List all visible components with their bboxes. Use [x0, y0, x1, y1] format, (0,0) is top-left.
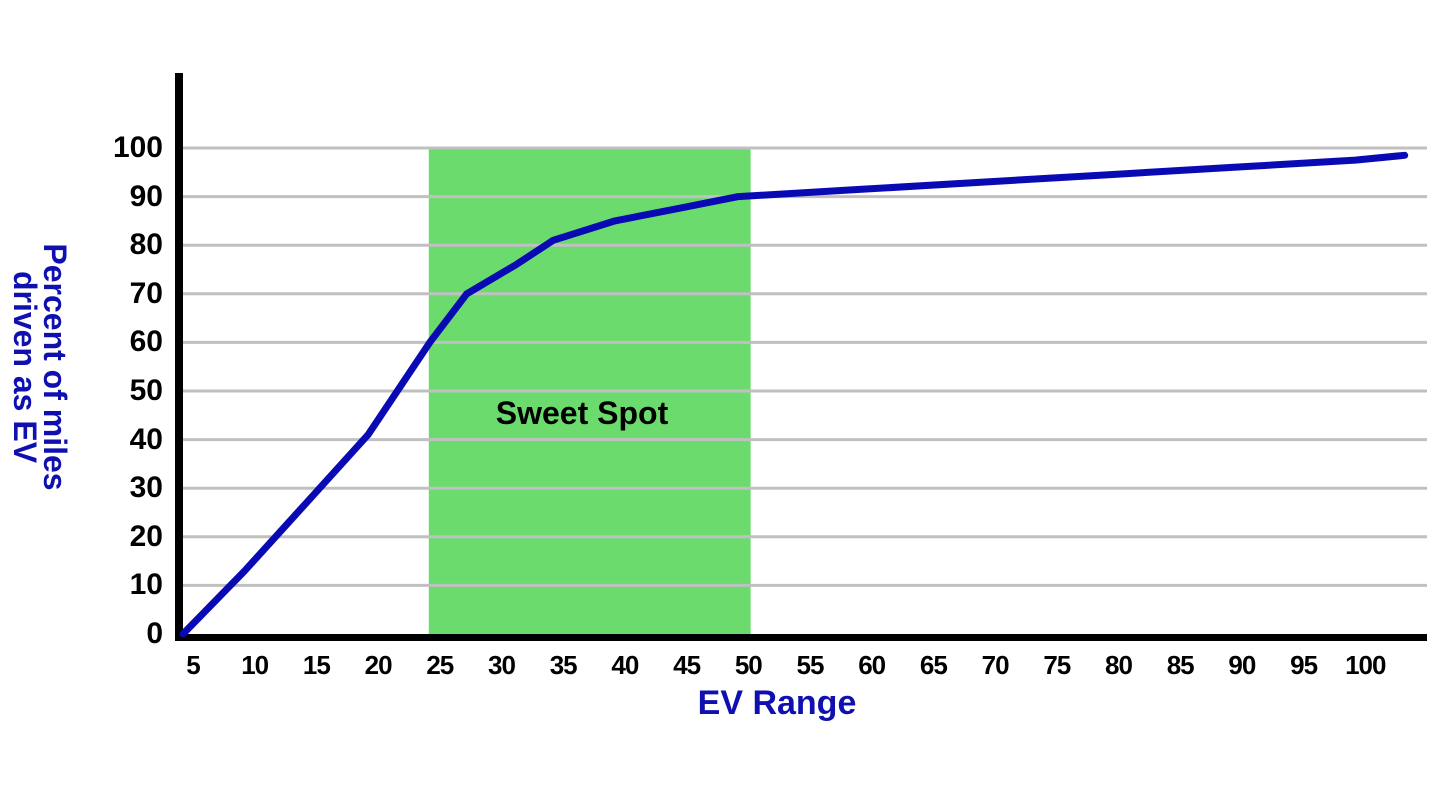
x-tick-label: 40 [611, 650, 639, 680]
y-tick-label: 40 [129, 422, 163, 456]
y-tick-label: 50 [129, 374, 163, 407]
x-tick-label: 30 [488, 650, 516, 680]
x-axis-label: EV Range [697, 684, 857, 722]
x-tick-label: 80 [1105, 650, 1133, 680]
data-line [179, 151, 1409, 638]
x-tick-label: 75 [1043, 650, 1071, 680]
x-tick-label: 5 [186, 650, 201, 680]
y-tick-label: 30 [129, 471, 163, 505]
x-tick-label: 65 [919, 650, 948, 680]
x-tick-label: 100 [1345, 650, 1386, 680]
x-tick-label: 85 [1166, 650, 1195, 680]
x-tick-label: 90 [1228, 650, 1256, 680]
y-tick-label: 90 [129, 179, 163, 213]
y-axis-label: Percent of miles driven as EV [7, 243, 73, 491]
y-axis-label-line2: driven as EV [7, 270, 43, 464]
sweet-spot-label: Sweet Spot [495, 395, 669, 431]
y-tick-label: 70 [129, 276, 163, 310]
x-tick-label: 20 [364, 650, 393, 680]
x-tick-label: 25 [426, 650, 454, 680]
y-tick-label: 20 [129, 519, 163, 553]
x-tick-label: 55 [796, 650, 825, 680]
x-tick-label: 70 [981, 650, 1010, 680]
x-tick-label: 35 [549, 650, 578, 680]
y-tick-label: 80 [129, 228, 163, 262]
y-tick-label: 100 [112, 131, 163, 164]
y-tick-label: 60 [129, 325, 163, 359]
y-tick-label: 0 [146, 617, 163, 650]
x-tick-label: 95 [1290, 650, 1318, 680]
x-tick-label: 10 [241, 650, 269, 680]
x-tick-label: 45 [673, 650, 701, 680]
x-axis-line [175, 634, 1427, 641]
y-axis-label-line1: Percent of miles [37, 243, 73, 491]
y-tick-label: 10 [129, 568, 163, 602]
x-tick-label: 15 [302, 650, 331, 680]
x-tick-label: 50 [734, 650, 763, 680]
x-tick-label: 60 [858, 650, 886, 680]
y-axis-line [175, 73, 183, 641]
